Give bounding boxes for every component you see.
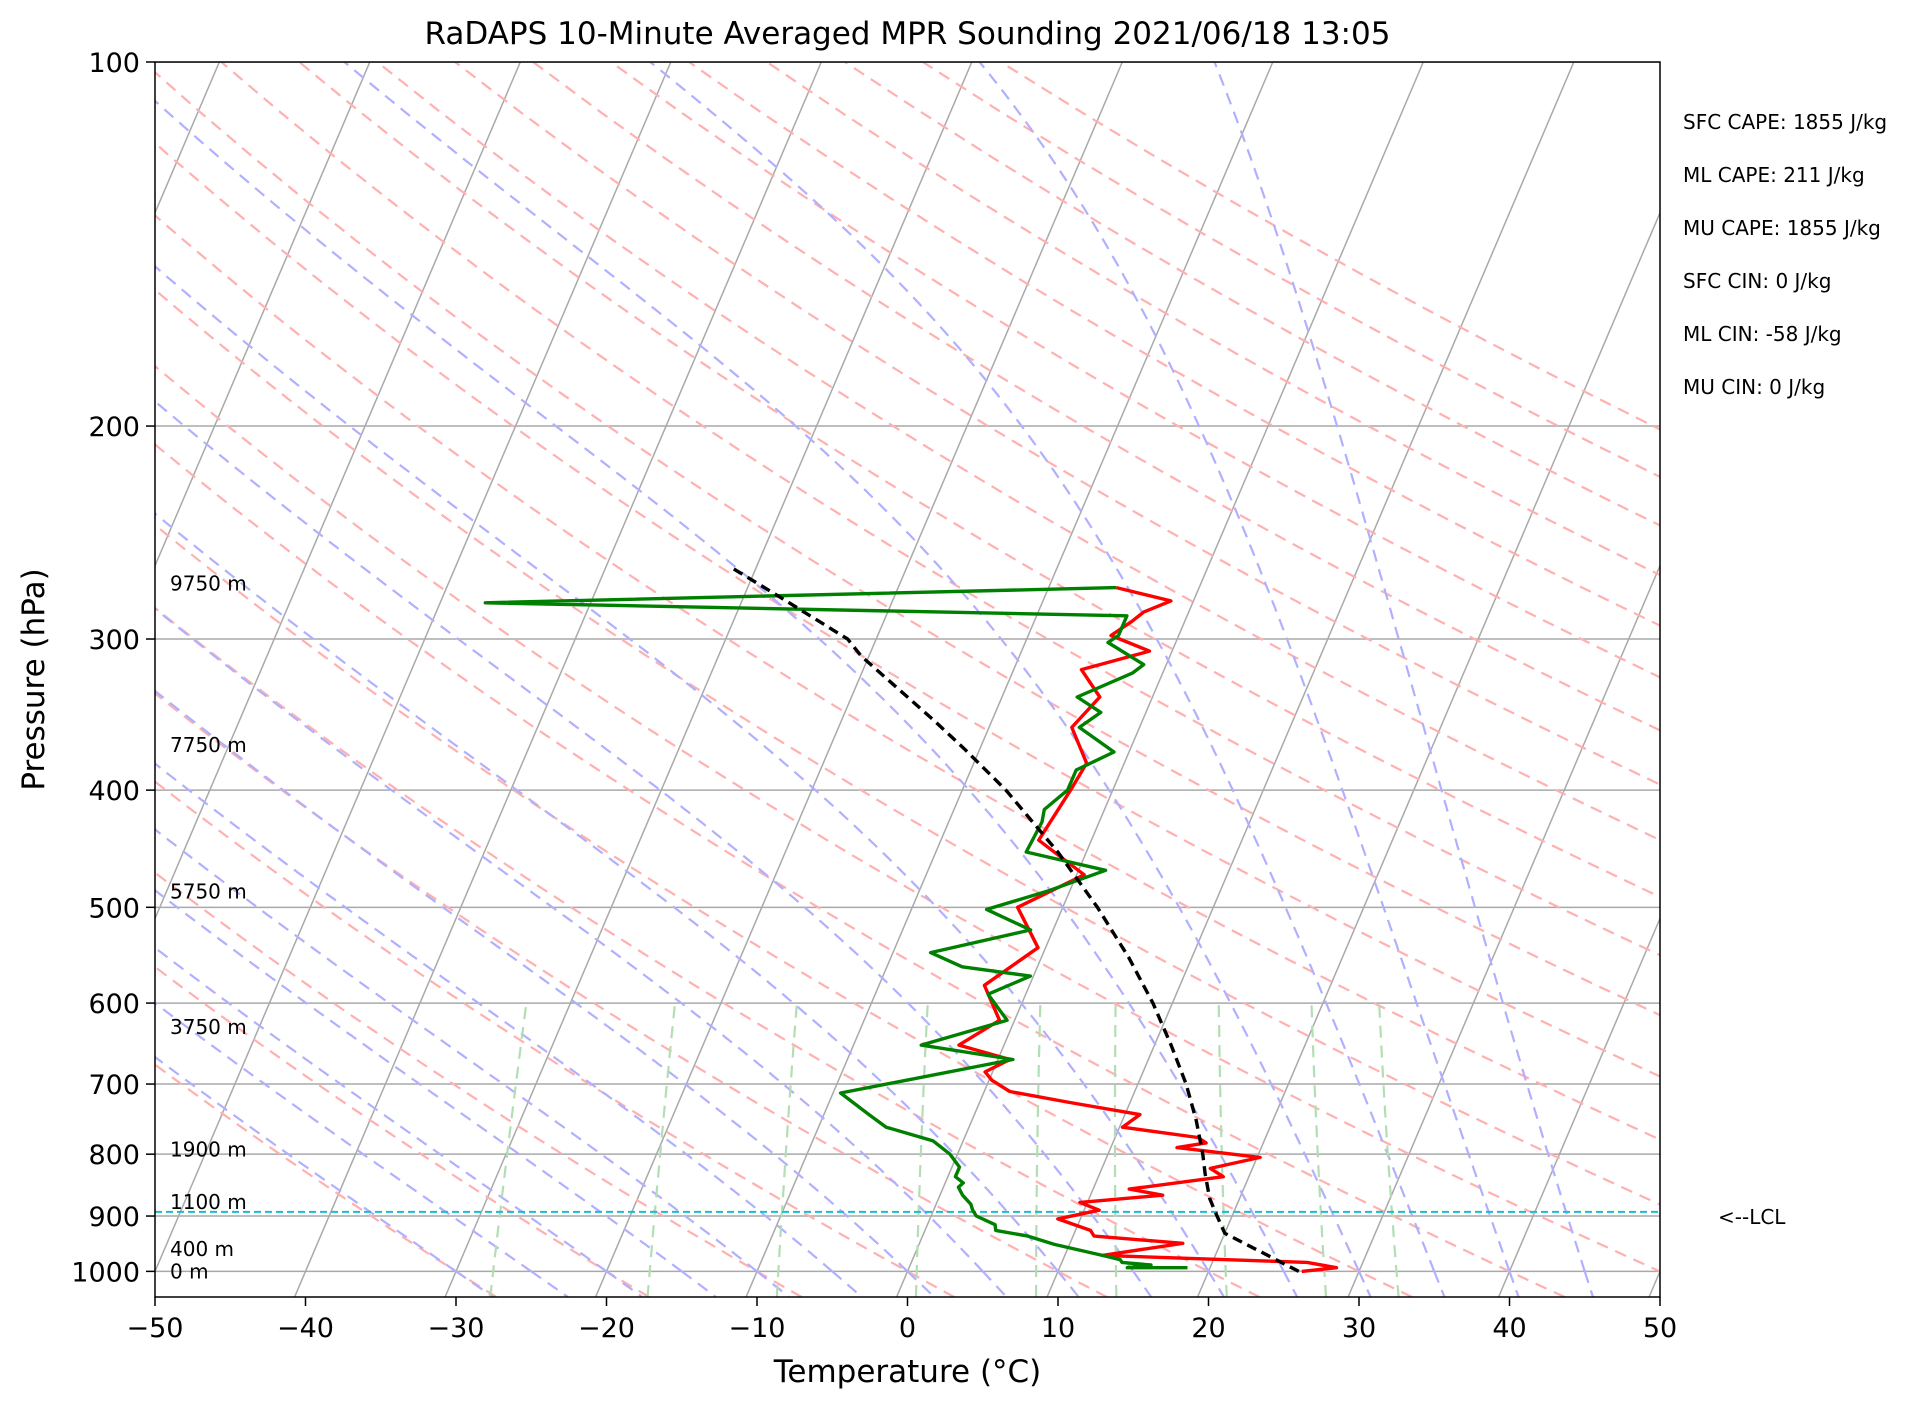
chart-title: RaDAPS 10-Minute Averaged MPR Sounding 2… (425, 16, 1391, 52)
stat-text: SFC CIN: 0 J/kg (1683, 269, 1831, 293)
stat-text: MU CIN: 0 J/kg (1683, 375, 1825, 399)
moist-adiabat-line (155, 399, 1153, 1297)
moist-adiabat-line (155, 689, 935, 1297)
isotherm-line (1046, 62, 1575, 1297)
dewpoint-line (483, 585, 1188, 1270)
height-label: 400 m (170, 1237, 234, 1261)
isotherm-line (745, 62, 1274, 1297)
x-tick-label: −20 (578, 1313, 635, 1344)
mixing-ratio-line (1035, 1003, 1042, 1297)
mixing-ratio-line (1113, 1003, 1118, 1297)
temperature-line (957, 585, 1339, 1274)
x-tick-label: 50 (1643, 1313, 1677, 1344)
x-tick-label: −40 (277, 1313, 334, 1344)
isotherm-line (1196, 210, 1660, 1297)
plot-area (155, 62, 1660, 1297)
isotherm-line (155, 62, 371, 568)
y-tick-label: 600 (88, 989, 140, 1020)
dry-adiabat-line (155, 288, 1660, 1206)
height-label: 5750 m (170, 879, 247, 903)
height-label: 9750 m (170, 572, 247, 596)
isotherm-line (895, 62, 1425, 1297)
dry-adiabat-line (155, 141, 1660, 1078)
stat-text: ML CAPE: 211 J/kg (1683, 163, 1865, 187)
moist-adiabat-line (155, 762, 863, 1297)
dry-adiabat-line (155, 70, 1660, 1017)
isotherm-line (1347, 563, 1660, 1297)
moist-adiabat-line (978, 62, 1520, 1297)
x-tick-label: 30 (1342, 1313, 1376, 1344)
y-tick-label: 1000 (71, 1257, 140, 1288)
y-tick-label: 300 (88, 625, 140, 656)
height-labels: 9750 m 7750 m 5750 m 3750 m 1900 m 1100 m 400 … (170, 572, 247, 1284)
isotherm-line (293, 62, 823, 1297)
mixing-ratio-line (1217, 1003, 1228, 1297)
stat-text: SFC CAPE: 1855 J/kg (1683, 110, 1887, 134)
isotherm-line (594, 62, 1124, 1297)
isotherm-line (444, 62, 973, 1297)
y-tick-label: 500 (88, 893, 140, 924)
dry-adiabat-line (454, 62, 1660, 786)
x-tick-label: 10 (1041, 1313, 1075, 1344)
dry-adiabat-line (688, 62, 1660, 627)
dry-adiabat-line (155, 523, 1413, 1297)
dry-adiabat-line (155, 443, 1566, 1297)
isotherm-line (155, 62, 672, 1274)
dry-adiabat-line (155, 364, 1660, 1273)
x-tick-label: 20 (1191, 1313, 1225, 1344)
height-label: 1900 m (170, 1138, 247, 1162)
dry-adiabat-line (376, 62, 1660, 842)
mixing-ratio-line (1310, 1003, 1328, 1297)
y-tick-label: 200 (88, 412, 140, 443)
x-tick-label: 0 (899, 1313, 916, 1344)
height-label: 7750 m (170, 733, 247, 757)
dry-adiabat-line (155, 692, 1108, 1297)
lcl-label: <--LCL (1718, 1205, 1786, 1229)
x-tick-label: −10 (729, 1313, 786, 1344)
y-tick-label: 900 (88, 1202, 140, 1233)
mixing-ratio-line (914, 1003, 929, 1297)
stats-panel: SFC CAPE: 1855 J/kg ML CAPE: 211 J/kg MU C… (1683, 110, 1887, 399)
y-tick-label: 100 (88, 48, 140, 79)
moist-adiabat-line (155, 512, 1080, 1297)
moist-adiabat-line (649, 62, 1446, 1297)
mixing-ratio-line (646, 1002, 677, 1297)
moist-adiabat-line (155, 888, 717, 1297)
moist-adiabat-line (155, 946, 643, 1297)
x-axis-title: Temperature (°C) (773, 1354, 1042, 1390)
y-tick-label: 400 (88, 776, 140, 807)
x-tick-label: −30 (428, 1313, 485, 1344)
height-label: 1100 m (170, 1190, 247, 1214)
mixing-ratio-line (1378, 1003, 1400, 1297)
x-tick-label: −50 (127, 1313, 184, 1344)
stat-text: ML CIN: -58 J/kg (1683, 322, 1842, 346)
lcl-layer: <--LCL (155, 1205, 1786, 1229)
moist-adiabat-line (155, 99, 1299, 1297)
y-tick-label: 800 (88, 1140, 140, 1171)
axes: −50 −40 −30 −20 −10 0 10 20 30 40 50 100 200 300 400 50… (71, 48, 1677, 1344)
moist-adiabat-line (155, 1001, 569, 1297)
dry-adiabat-line (155, 214, 1660, 1141)
dry-adiabat-line (610, 62, 1660, 679)
moist-adiabat-line (155, 828, 790, 1297)
stat-text: MU CAPE: 1855 J/kg (1683, 216, 1881, 240)
y-axis-title: Pressure (hPa) (16, 568, 52, 790)
isotherm-line (1497, 916, 1660, 1297)
moist-adiabat-line (155, 607, 1008, 1297)
moist-adiabat-line (1213, 62, 1595, 1297)
moist-adiabat-line (343, 62, 1372, 1297)
mixing-ratio-line (489, 1002, 528, 1297)
x-tick-label: 40 (1492, 1313, 1526, 1344)
moist-adiabat-line (155, 1055, 494, 1297)
height-label: 0 m (170, 1259, 209, 1283)
isotherm-line (155, 62, 522, 921)
series-layer (483, 566, 1339, 1274)
mixing-ratio-line (775, 1003, 798, 1297)
height-label: 3750 m (170, 1015, 247, 1039)
y-tick-label: 700 (88, 1070, 140, 1101)
